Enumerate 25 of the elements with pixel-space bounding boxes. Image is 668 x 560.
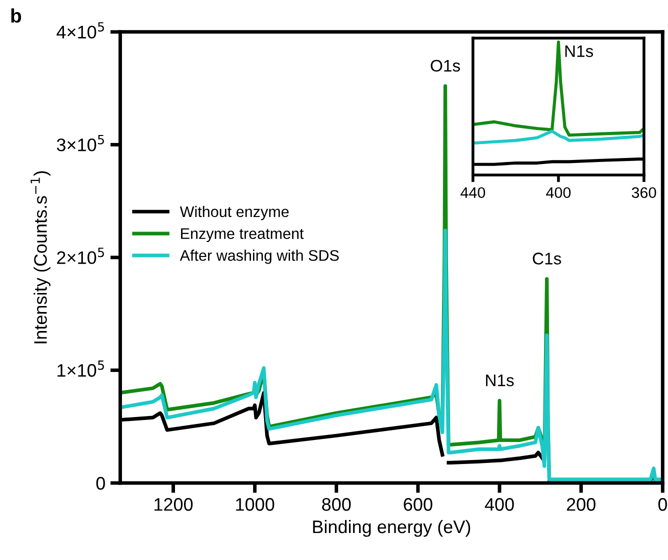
y-tick-label: 0	[96, 476, 105, 490]
legend-label: Enzyme treatment	[181, 228, 304, 242]
annotation: N1s	[486, 374, 514, 386]
x-axis-title: Binding energy (eV)	[313, 520, 470, 537]
x-tick-label: 1000	[236, 498, 274, 511]
y-tick-label: 3×10$^{5}$	[56, 134, 104, 152]
x-tick-label: 600	[404, 498, 432, 511]
x-tick-label: 400	[546, 187, 571, 198]
annotation: C1s	[532, 252, 562, 264]
x-tick-label: 0	[658, 498, 667, 511]
annotation: N1s	[565, 45, 594, 58]
y-tick-label: 1×10$^{5}$	[58, 360, 104, 377]
x-tick-label: 360	[632, 187, 656, 198]
annotation: O1s	[430, 60, 460, 72]
y-tick-label: 2×10$^{5}$	[57, 248, 104, 264]
x-tick-label: 200	[566, 498, 596, 511]
x-tick-label: 800	[322, 498, 351, 511]
legend-label: After washing with SDS	[180, 250, 339, 264]
x-tick-label: 440	[460, 187, 486, 198]
y-axis-title: Intensity (Counts.s$^{−1}$)	[30, 171, 50, 344]
x-tick-label: 400	[484, 498, 514, 511]
legend-label: Without enzyme	[180, 206, 289, 220]
x-tick-label: 1200	[154, 498, 193, 511]
y-tick-label: 4×10$^{5}$	[56, 22, 104, 39]
text: b	[11, 8, 22, 23]
